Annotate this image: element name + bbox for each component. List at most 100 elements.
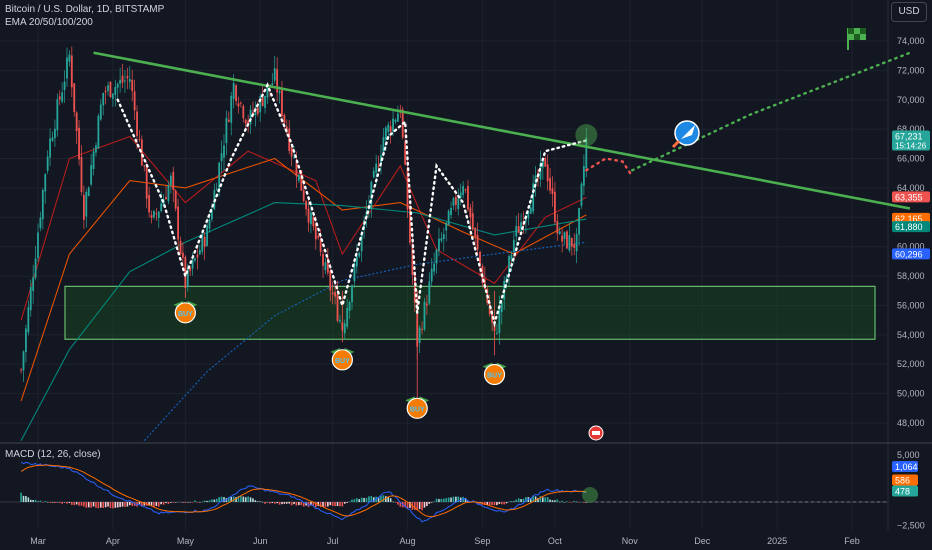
candle-body: [54, 128, 56, 139]
macd-histogram-bar: [566, 501, 568, 502]
indicator-label[interactable]: EMA 20/50/100/200: [5, 17, 93, 28]
macd-histogram-bar: [520, 499, 522, 502]
macd-histogram-bar: [269, 502, 271, 504]
macd-histogram-bar: [365, 497, 368, 502]
candle-body: [462, 186, 465, 195]
candle-body: [196, 254, 199, 258]
macd-histogram-bar: [571, 502, 573, 503]
macd-histogram-bar: [551, 500, 554, 502]
macd-histogram-bar: [249, 497, 252, 502]
candle-body: [529, 207, 532, 214]
macd-histogram-bar: [351, 499, 353, 502]
candle-body: [300, 170, 303, 191]
price-tag: [892, 191, 930, 203]
buy-label: BUY: [410, 406, 425, 413]
macd-histogram-bar: [476, 502, 479, 504]
macd-histogram-bar: [442, 498, 445, 502]
projection-red: [585, 157, 634, 178]
candle-body: [546, 164, 549, 182]
candle-body: [148, 194, 151, 213]
candle-body: [324, 262, 327, 271]
candle-body: [136, 111, 138, 136]
candle-body: [360, 233, 363, 252]
candle-body: [172, 171, 175, 190]
coin-icon: [406, 397, 428, 419]
candle-body: [382, 137, 385, 156]
candle-body: [440, 238, 443, 241]
macd-histogram-bar: [377, 496, 380, 502]
candle-body: [281, 88, 283, 117]
macd-histogram-bar: [273, 502, 276, 504]
candle-body: [95, 145, 97, 153]
macd-histogram-bar: [430, 502, 433, 503]
macd-histogram-bar: [87, 502, 90, 508]
candle-body: [568, 235, 571, 251]
macd-histogram-bar: [136, 502, 138, 507]
candle-body: [232, 83, 235, 99]
macd-histogram-bar: [44, 501, 47, 502]
candle-body: [578, 208, 580, 235]
macd-histogram-bar: [97, 502, 100, 509]
macd-histogram-bar: [440, 498, 443, 502]
macd-histogram-bar: [90, 502, 92, 508]
highlight-circle: [575, 124, 598, 147]
macd-histogram-bar: [513, 501, 515, 502]
macd-histogram-bar: [457, 496, 460, 502]
candle-body: [346, 307, 349, 327]
trendline-layer[interactable]: [93, 51, 911, 210]
candle-body: [119, 79, 122, 84]
macd-histogram-bar: [394, 502, 397, 503]
price-tag: [892, 248, 930, 260]
candle-body: [220, 153, 223, 162]
macd-histogram-bar: [334, 502, 336, 507]
macd-tick-label: −2,500: [897, 521, 925, 531]
macd-histogram-bar: [196, 502, 199, 503]
macd-histogram-bar: [544, 497, 547, 502]
macd-histogram-bar: [329, 502, 332, 506]
macd-histogram-bar: [177, 501, 179, 503]
macd-histogram-bar: [500, 502, 503, 505]
macd-histogram-bar: [438, 499, 440, 502]
candle-body: [273, 68, 276, 81]
macd-histogram-bar: [409, 502, 411, 508]
candle-body: [580, 183, 583, 206]
candle-body: [558, 231, 561, 234]
candle-body: [186, 268, 189, 288]
macd-histogram-bar: [199, 502, 201, 503]
macd-histogram-bar: [450, 497, 452, 502]
candle-body: [218, 162, 221, 193]
flag-check: [860, 28, 866, 34]
macd-histogram-bar: [283, 502, 286, 504]
candle-body: [211, 210, 213, 220]
candle-body: [34, 258, 37, 278]
candle-body: [167, 185, 170, 202]
macd-histogram-bar: [54, 502, 56, 504]
macd-title[interactable]: MACD (12, 26, close): [5, 449, 101, 460]
currency-button[interactable]: USD: [891, 2, 927, 22]
candle-body: [435, 249, 438, 264]
macd-histogram-bar: [201, 501, 204, 503]
macd-histogram-bar: [585, 502, 588, 503]
candle-body: [476, 234, 479, 250]
macd-histogram-bar: [32, 499, 34, 502]
macd-tag: [892, 460, 918, 472]
time-tick-label: May: [177, 536, 195, 546]
candle-body: [554, 191, 556, 222]
price-tag-label: 61,880: [895, 222, 923, 232]
candle-body: [396, 113, 399, 122]
macd-histogram-bar: [37, 501, 39, 502]
candle-body: [575, 234, 578, 252]
macd-histogram-bar: [300, 502, 303, 506]
candle-body: [97, 115, 100, 149]
macd-histogram-bar: [104, 502, 107, 508]
macd-histogram-bar: [112, 502, 114, 509]
macd-histogram-bar: [92, 502, 95, 507]
candle-body: [102, 92, 105, 106]
candle-body: [312, 216, 315, 227]
flag-check: [854, 34, 860, 40]
candle-body: [201, 235, 204, 252]
macd-histogram-bar: [360, 497, 363, 502]
candle-body: [317, 235, 320, 238]
candle-body: [128, 78, 131, 82]
